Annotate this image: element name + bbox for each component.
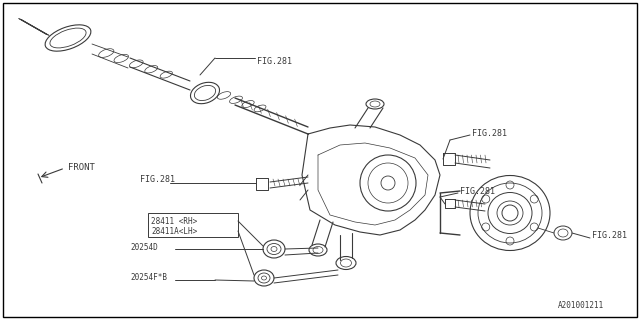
Text: FIG.281: FIG.281 [140,175,175,185]
Text: 28411 <RH>: 28411 <RH> [151,217,197,226]
Text: FIG.281: FIG.281 [592,231,627,241]
Text: 20254F*B: 20254F*B [130,274,167,283]
Text: FIG.281: FIG.281 [460,187,495,196]
Text: 28411A<LH>: 28411A<LH> [151,227,197,236]
Text: FRONT: FRONT [68,163,95,172]
Text: FIG.281: FIG.281 [472,129,507,138]
Bar [148,213,238,237]
Text: FIG.281: FIG.281 [257,57,292,66]
Text: A201001211: A201001211 [558,301,604,310]
Text: 20254D: 20254D [130,244,157,252]
